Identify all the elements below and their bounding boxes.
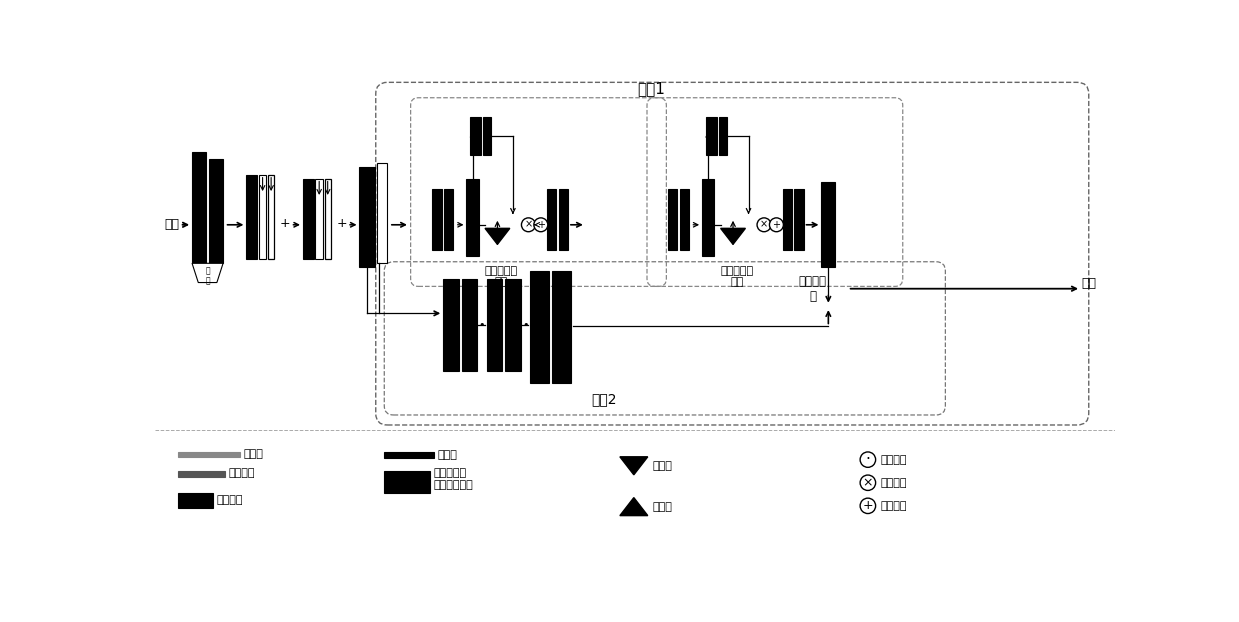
Text: 损失值相
加: 损失值相 加: [799, 275, 826, 303]
Bar: [551, 271, 571, 383]
Bar: [259, 175, 266, 259]
Bar: [268, 175, 274, 259]
Bar: [384, 452, 434, 458]
Bar: [530, 271, 549, 383]
Polygon shape: [721, 228, 746, 244]
Bar: [483, 117, 491, 156]
Bar: [471, 117, 481, 156]
Bar: [506, 279, 520, 371]
Bar: [192, 152, 206, 263]
Text: •: •: [478, 320, 486, 330]
Bar: [444, 279, 458, 371]
Polygon shape: [620, 457, 648, 475]
Bar: [794, 188, 804, 250]
Text: 池
层: 池 层: [206, 266, 209, 285]
Bar: [783, 188, 792, 250]
Circle shape: [860, 475, 876, 490]
Text: 残差单元: 残差单元: [217, 496, 243, 506]
Bar: [821, 182, 835, 267]
Bar: [315, 179, 323, 259]
Bar: [302, 179, 313, 259]
Text: •: •: [522, 320, 529, 330]
Text: 输入: 输入: [165, 218, 180, 231]
Bar: [559, 188, 567, 250]
Bar: [679, 188, 689, 250]
Text: 元素相乘: 元素相乘: [880, 478, 907, 488]
Bar: [178, 493, 213, 508]
Bar: [247, 175, 258, 259]
Bar: [706, 117, 716, 156]
Text: +: +: [336, 216, 347, 230]
Text: ×: ×: [760, 220, 768, 230]
Text: 赤化层: 赤化层: [244, 449, 264, 459]
Text: ×: ×: [524, 220, 533, 230]
Bar: [703, 179, 715, 256]
Text: +: +: [536, 220, 545, 230]
Bar: [359, 167, 375, 267]
Text: 下采样: 下采样: [653, 461, 673, 471]
Text: 激活函数: 激活函数: [880, 455, 907, 465]
Bar: [462, 279, 477, 371]
Text: 分支1: 分支1: [637, 81, 665, 96]
Circle shape: [757, 218, 771, 232]
Polygon shape: [620, 498, 648, 516]
Bar: [668, 188, 678, 250]
Text: 元素相加: 元素相加: [880, 501, 907, 511]
Circle shape: [769, 218, 783, 232]
Text: ×: ×: [862, 476, 873, 490]
Bar: [377, 163, 388, 263]
Circle shape: [860, 498, 876, 514]
Bar: [487, 279, 502, 371]
Text: 全连接层: 全连接层: [228, 468, 255, 478]
Text: +: +: [772, 220, 781, 230]
Text: 反卷积: 反卷积: [437, 450, 457, 460]
Text: 输出: 输出: [1082, 277, 1097, 290]
Text: 上采样: 上采样: [653, 501, 673, 512]
Text: 卷积，归一
化，激活函数: 卷积，归一 化，激活函数: [434, 468, 473, 490]
Text: +: +: [280, 216, 290, 230]
Text: +: +: [862, 499, 873, 513]
Bar: [178, 471, 224, 476]
Bar: [209, 159, 223, 263]
Text: 注意力机制
模块: 注意力机制 模块: [484, 266, 518, 287]
Bar: [444, 188, 453, 250]
Bar: [325, 179, 331, 259]
Bar: [548, 188, 556, 250]
Bar: [384, 471, 430, 493]
Polygon shape: [192, 263, 223, 282]
Text: 分支2: 分支2: [592, 392, 617, 407]
Bar: [178, 452, 240, 457]
Bar: [719, 117, 727, 156]
Bar: [432, 188, 441, 250]
Bar: [466, 179, 478, 256]
Polygon shape: [484, 228, 509, 244]
Circle shape: [860, 452, 876, 467]
Text: ·: ·: [865, 452, 870, 467]
Text: 注意力机制
模块: 注意力机制 模块: [720, 266, 753, 287]
Circle shape: [534, 218, 548, 232]
Circle shape: [522, 218, 535, 232]
